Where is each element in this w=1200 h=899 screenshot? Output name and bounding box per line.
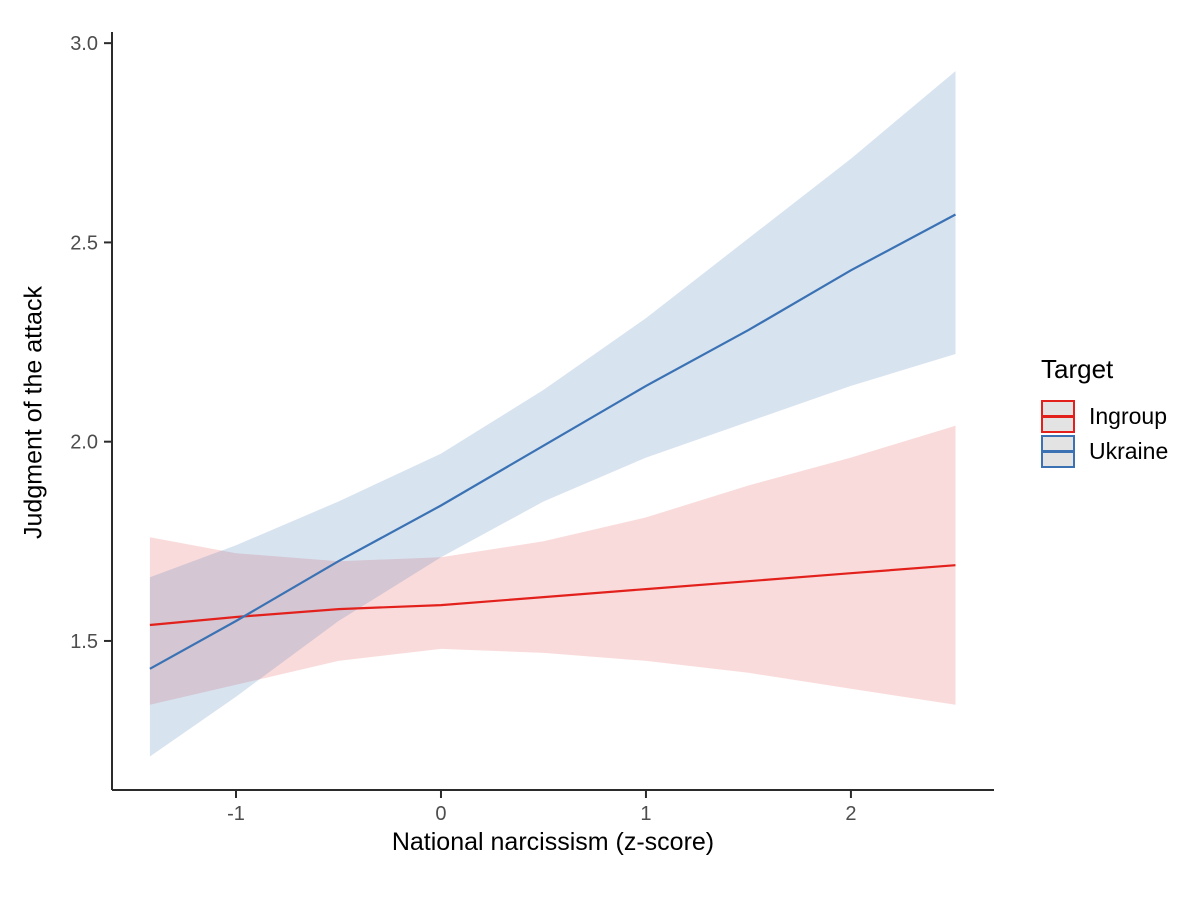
y-tick-label: 1.5 xyxy=(70,631,98,653)
legend-label-ukraine: Ukraine xyxy=(1089,438,1169,464)
y-tick-label: 3.0 xyxy=(70,33,98,55)
legend-key-ukraine-line xyxy=(1043,450,1073,453)
line-ingroup xyxy=(149,564,956,627)
legend-entry-ukraine: Ukraine xyxy=(1041,434,1199,469)
legend-key-ingroup-line xyxy=(1043,415,1073,418)
legend-key-ingroup-swatch xyxy=(1041,400,1075,433)
x-tick-label: 1 xyxy=(640,803,651,825)
ribbon-ingroup xyxy=(149,425,956,705)
x-axis-title: National narcissism (z-score) xyxy=(391,828,715,856)
x-tick-label: 0 xyxy=(435,803,446,825)
legend-label-ingroup: Ingroup xyxy=(1089,403,1168,429)
y-axis-title: Judgment of the attack xyxy=(19,286,48,539)
line-ukraine xyxy=(149,213,957,670)
x-tick-label: 2 xyxy=(845,803,856,825)
regression-lines xyxy=(149,213,957,670)
legend-key-ukraine-swatch xyxy=(1041,435,1075,468)
legend: Target Ingroup Ukraine xyxy=(1041,354,1199,469)
ribbon-ukraine xyxy=(149,71,956,757)
legend-entry-ingroup: Ingroup xyxy=(1041,399,1199,434)
axis-ticks xyxy=(104,42,852,798)
confidence-ribbons xyxy=(149,71,956,757)
y-tick-label: 2.5 xyxy=(70,232,98,254)
legend-title: Target xyxy=(1041,354,1114,384)
axes xyxy=(111,32,994,791)
x-tick-label: -1 xyxy=(227,803,245,825)
axis-tick-labels: -1 0 1 2 1.5 2.0 2.5 3.0 xyxy=(70,33,856,825)
y-tick-label: 2.0 xyxy=(70,432,98,454)
